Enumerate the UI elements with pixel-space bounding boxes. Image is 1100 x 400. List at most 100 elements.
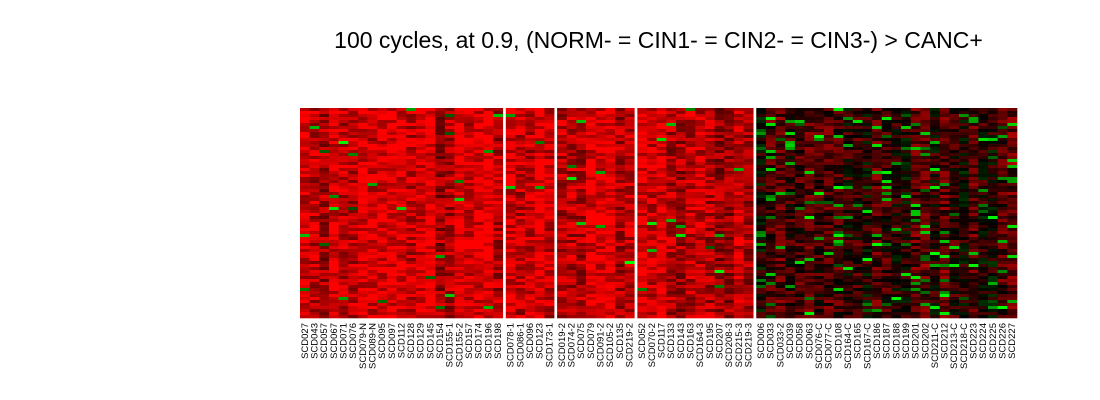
heatmap-cell [493, 111, 504, 115]
heatmap-cell [435, 111, 446, 115]
heatmap-cell [891, 255, 902, 259]
heatmap-cell [338, 213, 349, 217]
heatmap-cell [862, 165, 873, 169]
heatmap-cell [656, 279, 667, 283]
heatmap-cell [901, 204, 912, 208]
heatmap-cell [338, 285, 349, 289]
heatmap-cell [901, 273, 912, 277]
heatmap-cell [666, 165, 677, 169]
heatmap-cell [666, 123, 677, 127]
heatmap-cell [348, 273, 359, 277]
heatmap-cell [515, 186, 526, 190]
heatmap-cell [544, 132, 555, 136]
heatmap-cell [733, 204, 744, 208]
heatmap-cell [415, 252, 426, 256]
heatmap-cell [968, 138, 979, 142]
heatmap-cell [483, 261, 494, 265]
heatmap-cell [576, 114, 587, 118]
heatmap-cell [823, 141, 834, 145]
heatmap-cell [939, 237, 950, 241]
heatmap-cell [544, 207, 555, 211]
heatmap-cell [852, 240, 863, 244]
heatmap-cell [939, 228, 950, 232]
heatmap-cell [328, 249, 339, 253]
heatmap-cell [785, 258, 796, 262]
heatmap-cell [978, 282, 989, 286]
heatmap-cell [576, 303, 587, 307]
heatmap-cell [367, 162, 378, 166]
heatmap-cell [505, 192, 516, 196]
heatmap-cell [534, 123, 545, 127]
heatmap-cell [939, 309, 950, 313]
heatmap-cell [505, 279, 516, 283]
heatmap-cell [785, 252, 796, 256]
heatmap-cell [785, 225, 796, 229]
heatmap-cell [833, 195, 844, 199]
heatmap-cell [794, 216, 805, 220]
heatmap-cell [920, 147, 931, 151]
heatmap-cell [415, 114, 426, 118]
heatmap-cell [794, 291, 805, 295]
heatmap-cell [714, 276, 725, 280]
heatmap-cell [473, 183, 484, 187]
heatmap-cell [968, 111, 979, 115]
heatmap-cell [785, 141, 796, 145]
heatmap-cell [328, 189, 339, 193]
heatmap-cell [920, 267, 931, 271]
heatmap-cell [534, 300, 545, 304]
heatmap-cell [843, 147, 854, 151]
heatmap-cell [595, 255, 606, 259]
heatmap-cell [493, 300, 504, 304]
heatmap-cell [978, 249, 989, 253]
heatmap-cell [493, 129, 504, 133]
heatmap-cell [939, 138, 950, 142]
heatmap-cell [949, 135, 960, 139]
heatmap-cell [939, 294, 950, 298]
heatmap-cell [396, 237, 407, 241]
heatmap-cell [949, 291, 960, 295]
heatmap-cell [833, 234, 844, 238]
heatmap-cell [704, 273, 715, 277]
heatmap-cell [566, 285, 577, 289]
heatmap-cell [930, 183, 941, 187]
heatmap-cell [891, 234, 902, 238]
heatmap-cell [695, 225, 706, 229]
heatmap-cell [910, 243, 921, 247]
heatmap-cell [615, 111, 625, 115]
heatmap-cell [557, 108, 568, 112]
heatmap-cell [814, 129, 825, 133]
heatmap-cell [647, 246, 657, 250]
heatmap-cell [396, 267, 407, 271]
heatmap-cell [309, 273, 320, 277]
heatmap-cell [852, 228, 863, 232]
heatmap-cell [910, 246, 921, 250]
heatmap-cell [901, 210, 912, 214]
heatmap-cell [704, 162, 715, 166]
heatmap-cell [348, 207, 359, 211]
heatmap-cell [377, 123, 388, 127]
heatmap-cell [881, 210, 892, 214]
heatmap-cell [949, 111, 960, 115]
heatmap-cell [901, 282, 912, 286]
heatmap-cell [525, 228, 536, 232]
heatmap-cell [505, 249, 516, 253]
heatmap-cell [765, 249, 776, 253]
heatmap-cell [872, 225, 883, 229]
heatmap-cell [656, 276, 667, 280]
heatmap-cell [733, 141, 744, 145]
heatmap-cell [348, 201, 359, 205]
heatmap-cell [881, 297, 892, 301]
heatmap-cell [852, 273, 863, 277]
heatmap-cell [765, 291, 776, 295]
heatmap-cell [377, 156, 388, 160]
heatmap-cell [515, 159, 526, 163]
heatmap-cell [685, 315, 696, 319]
heatmap-cell [386, 270, 397, 274]
heatmap-cell [704, 177, 715, 181]
heatmap-cell [891, 165, 902, 169]
heatmap-cell [675, 273, 686, 277]
heatmap-cell [910, 264, 921, 268]
heatmap-cell [415, 231, 426, 235]
heatmap-cell [930, 282, 941, 286]
heatmap-cell [988, 171, 998, 175]
